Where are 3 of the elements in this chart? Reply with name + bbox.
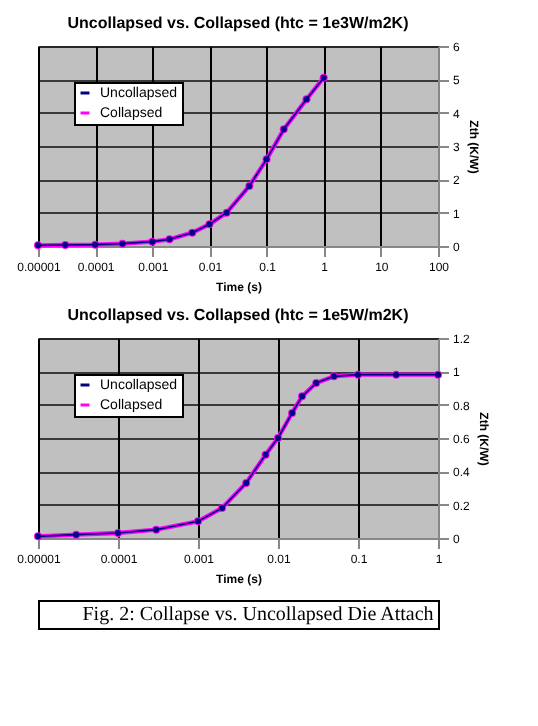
chart-title: Uncollapsed vs. Collapsed (htc = 1e3W/m2K) [67, 14, 410, 32]
caption: Fig. 2: Collapse vs. Uncollapsed Die Attach [82, 604, 434, 626]
chart-title: Uncollapsed vs. Collapsed (htc = 1e5W/m2K) [67, 306, 410, 324]
